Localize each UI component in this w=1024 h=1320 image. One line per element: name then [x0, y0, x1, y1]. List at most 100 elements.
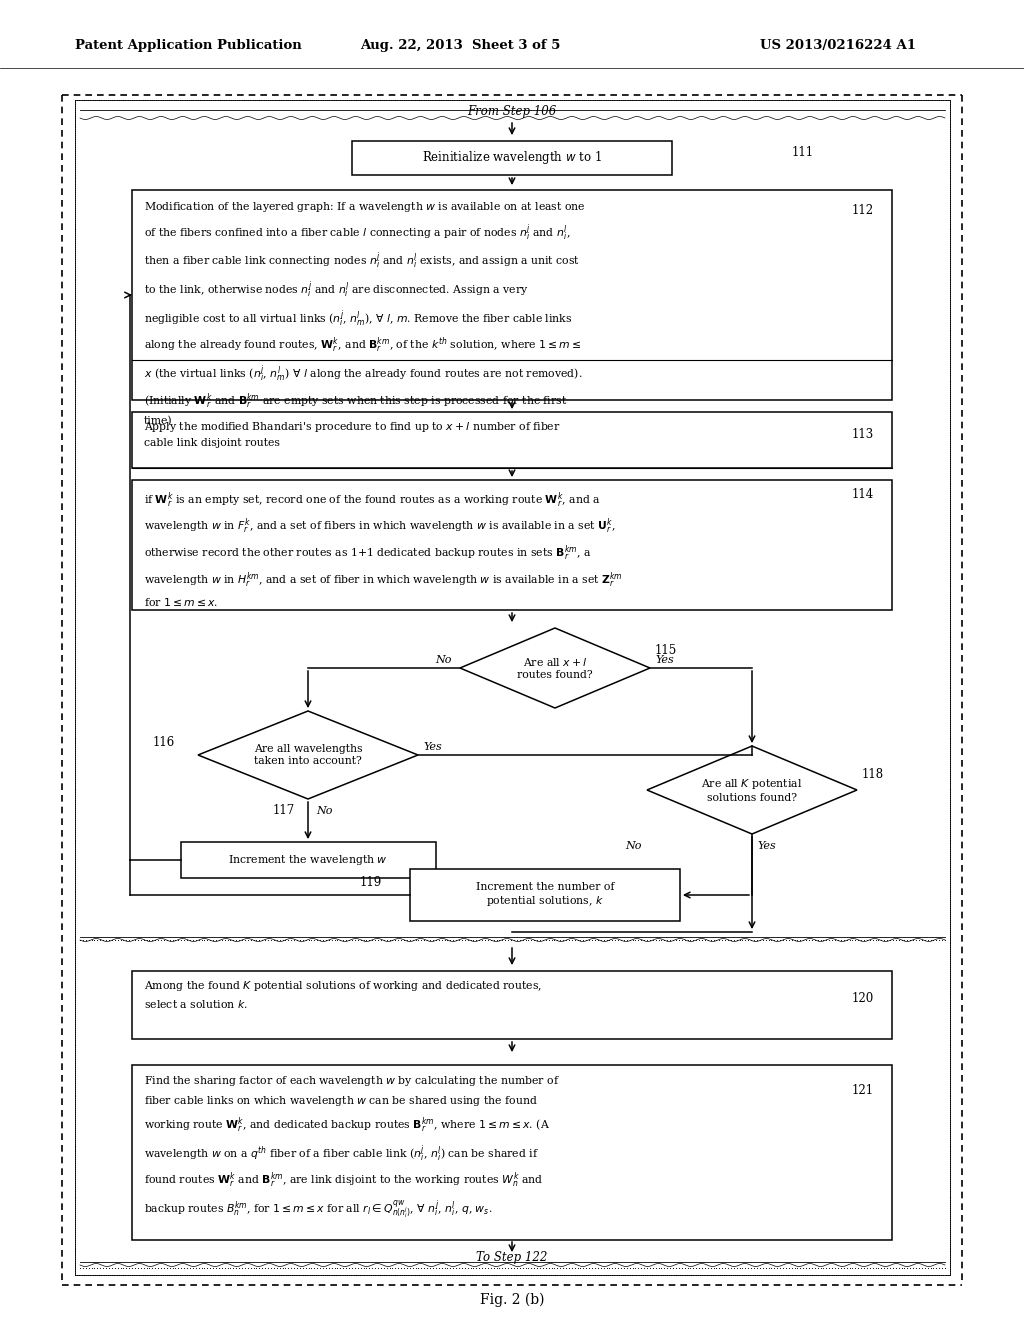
Point [569, 90, 586, 111]
Point [67, 385, 83, 407]
Text: Yes: Yes [423, 742, 441, 752]
Point [170, 1258, 186, 1279]
Point [381, 929, 397, 950]
Point [860, 90, 877, 111]
Point [942, 397, 958, 418]
Point [260, 1258, 276, 1279]
Point [575, 1265, 592, 1286]
Point [67, 350, 83, 371]
Point [98, 1258, 115, 1279]
Point [942, 503, 958, 524]
Point [512, 929, 528, 950]
Point [67, 788, 83, 809]
Point [942, 1184, 958, 1205]
Point [879, 1258, 895, 1279]
Point [67, 739, 83, 760]
Point [67, 1106, 83, 1127]
Point [67, 263, 83, 284]
Point [808, 1265, 824, 1286]
Point [942, 458, 958, 479]
Point [67, 405, 83, 426]
Point [696, 929, 713, 950]
Bar [132, 1064, 892, 1239]
Point [658, 90, 675, 111]
Point [295, 929, 311, 950]
Point [67, 376, 83, 397]
Point [650, 1265, 667, 1286]
Point [942, 579, 958, 601]
Point [625, 929, 641, 950]
Point [942, 651, 958, 672]
Point [67, 1119, 83, 1140]
Point [67, 652, 83, 673]
Point [942, 829, 958, 850]
Point [942, 209, 958, 230]
Point [181, 929, 198, 950]
Point [76, 1265, 92, 1286]
Point [67, 1139, 83, 1160]
Point [749, 90, 765, 111]
Point [538, 929, 554, 950]
Point [873, 90, 890, 111]
Point [942, 700, 958, 721]
Point [231, 1258, 248, 1279]
Point [942, 313, 958, 334]
Point [67, 442, 83, 463]
Point [585, 1265, 601, 1286]
Point [187, 90, 204, 111]
Point [881, 1265, 897, 1286]
Point [67, 701, 83, 722]
Point [942, 454, 958, 475]
Point [942, 975, 958, 997]
Point [442, 1258, 459, 1279]
Point [573, 90, 590, 111]
Point [773, 90, 790, 111]
Point [942, 315, 958, 337]
Point [197, 1258, 213, 1279]
Point [833, 929, 849, 950]
Point [151, 90, 167, 111]
Point [468, 1265, 484, 1286]
Point [430, 929, 446, 950]
Point [243, 1265, 259, 1286]
Point [679, 1265, 695, 1286]
Point [942, 438, 958, 459]
Text: No: No [626, 841, 642, 851]
Point [942, 228, 958, 249]
Point [67, 170, 83, 191]
Point [650, 1258, 667, 1279]
Point [699, 929, 716, 950]
Point [330, 90, 346, 111]
Point [942, 697, 958, 718]
Point [622, 929, 638, 950]
Point [67, 696, 83, 717]
Point [67, 1237, 83, 1258]
Point [477, 90, 494, 111]
Point [647, 1258, 664, 1279]
Point [942, 385, 958, 407]
Point [245, 1265, 261, 1286]
Point [593, 1258, 609, 1279]
Point [264, 1265, 281, 1286]
Point [411, 929, 427, 950]
Point [165, 929, 181, 950]
Point [67, 1104, 83, 1125]
Text: Among the found $K$ potential solutions of working and dedicated routes,
select : Among the found $K$ potential solutions … [144, 979, 543, 1011]
Point [942, 166, 958, 187]
Point [942, 828, 958, 849]
Point [942, 1127, 958, 1148]
Point [383, 1265, 399, 1286]
Point [75, 929, 91, 950]
Point [942, 1140, 958, 1162]
Point [942, 1159, 958, 1180]
Point [84, 90, 100, 111]
Point [337, 90, 353, 111]
Point [604, 90, 621, 111]
Point [940, 90, 956, 111]
Point [411, 1265, 427, 1286]
Point [942, 1139, 958, 1160]
Point [942, 425, 958, 446]
Point [512, 1265, 528, 1286]
Point [777, 929, 794, 950]
Point [514, 929, 530, 950]
